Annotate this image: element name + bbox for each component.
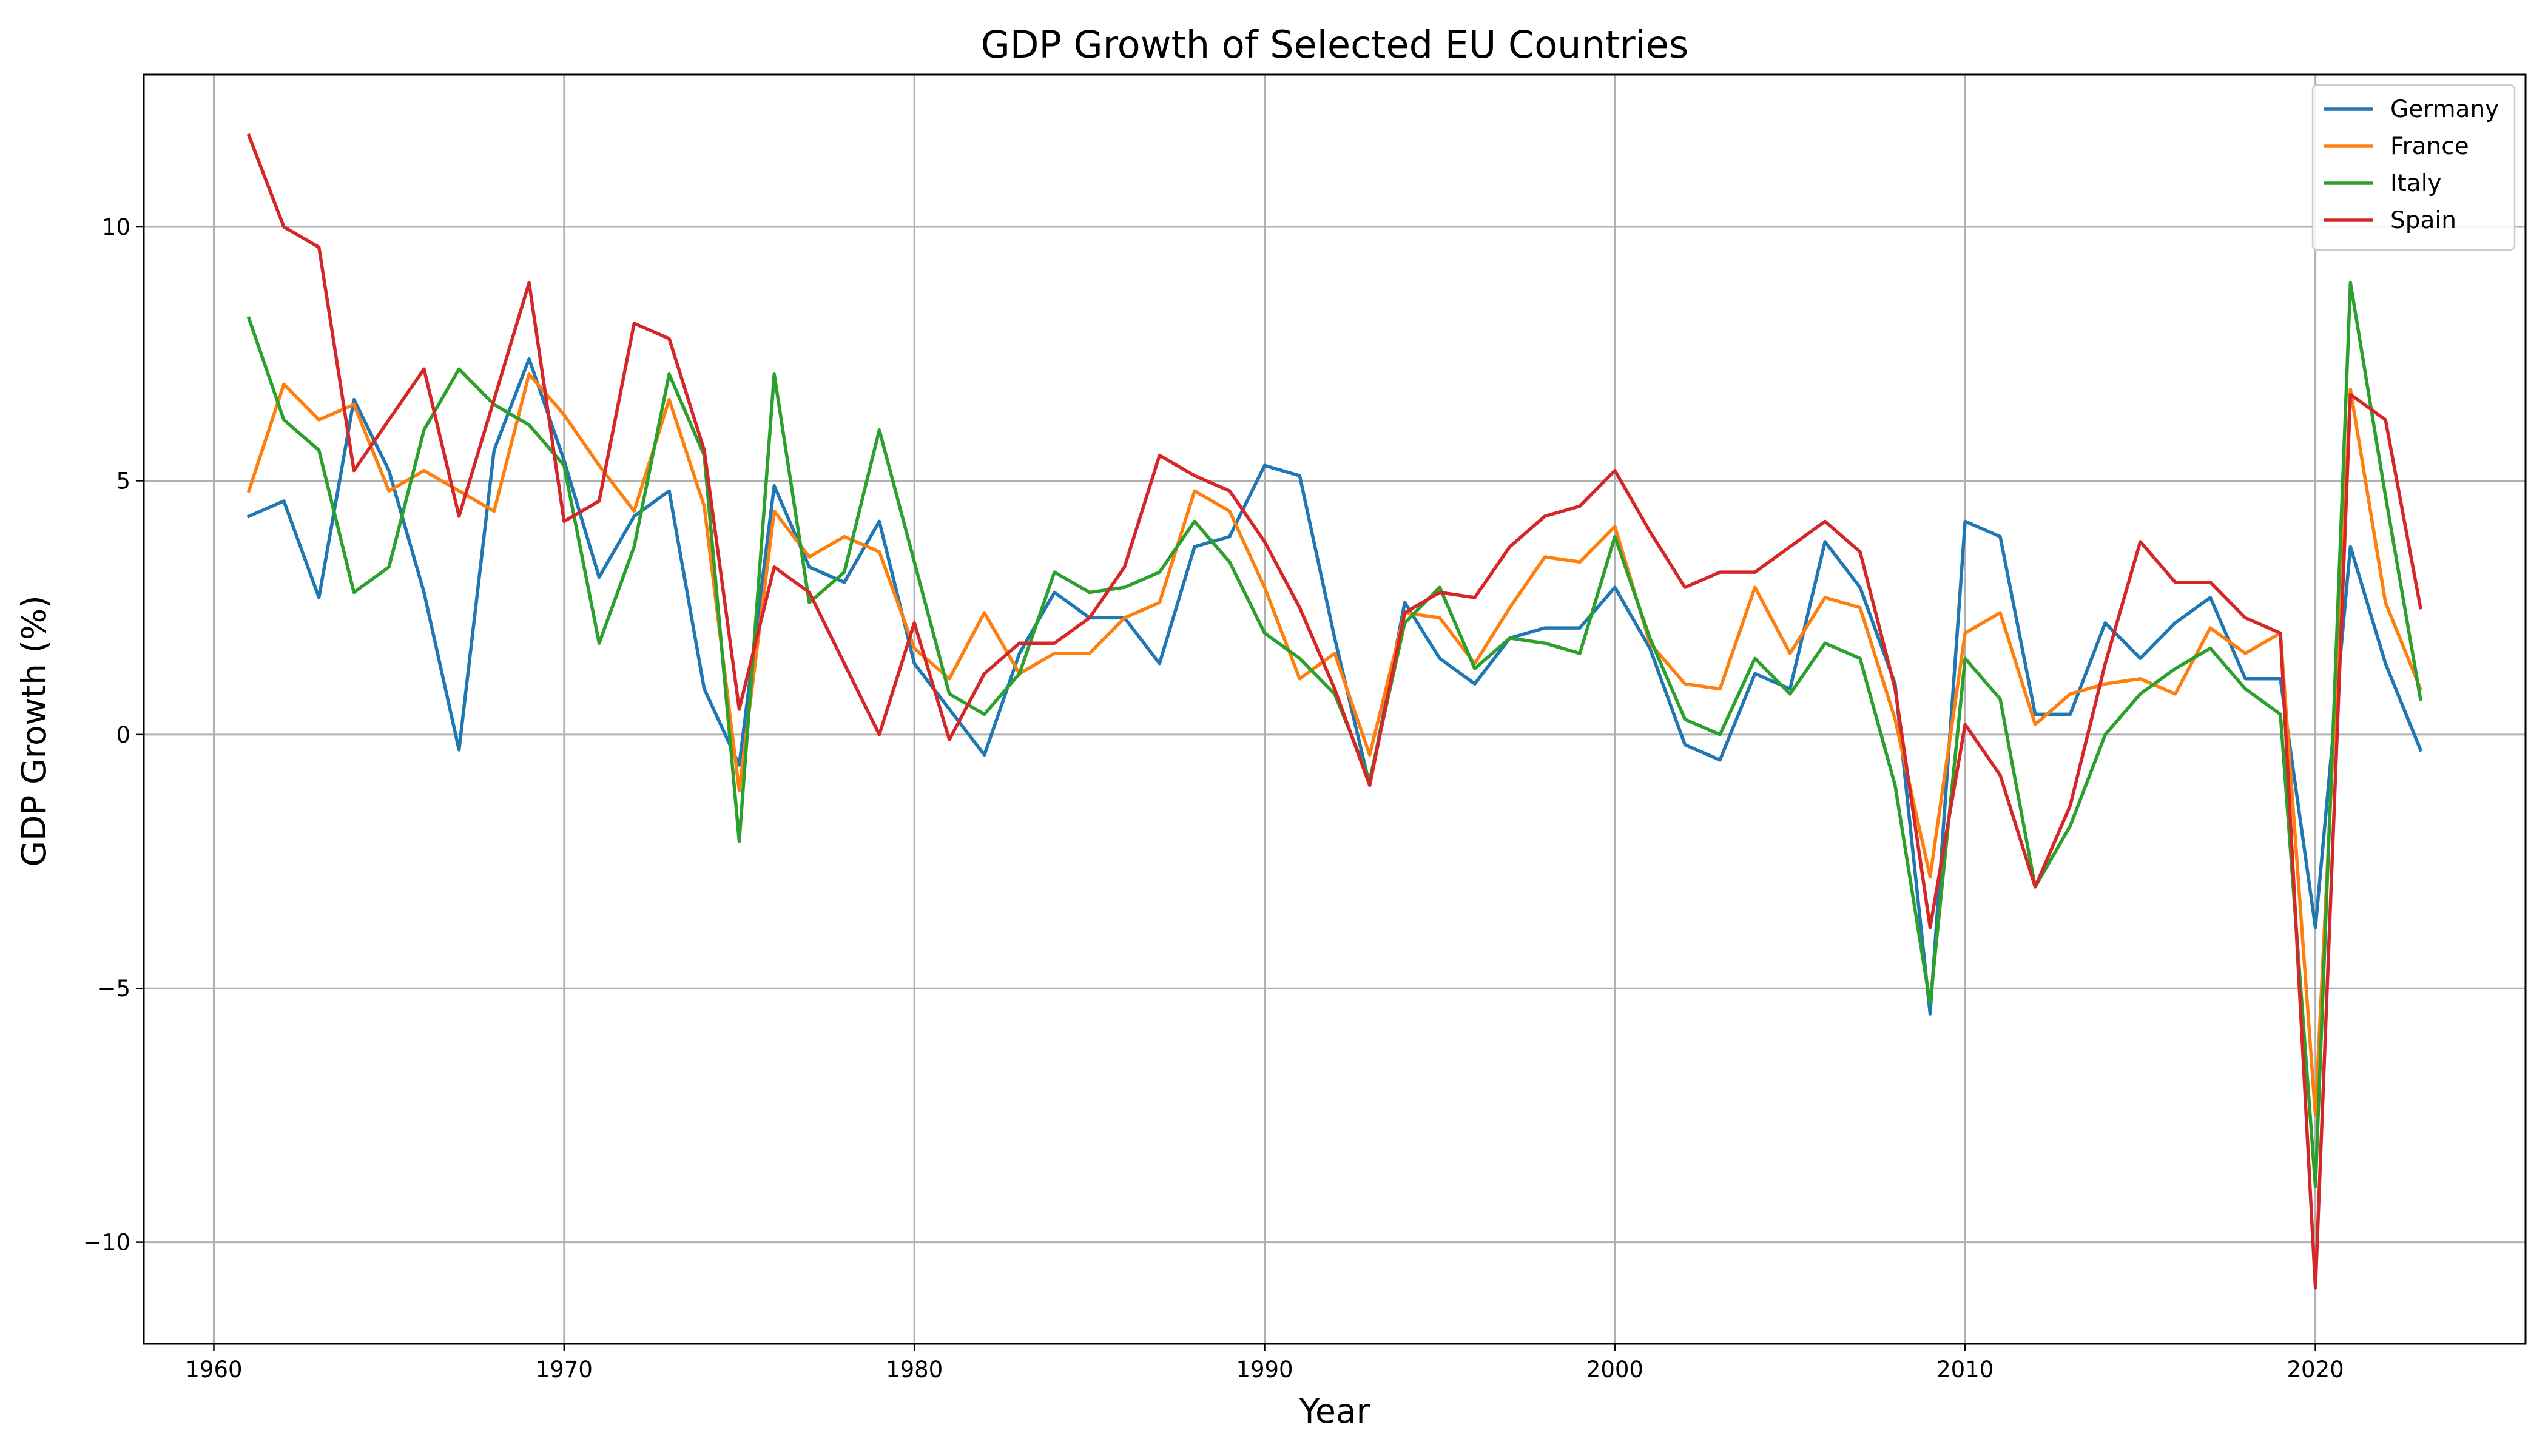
x-tick-label: 2000: [1586, 1357, 1643, 1383]
x-axis-ticks: 1960 1970 1980 1990 2000 2010 2020: [185, 1344, 2344, 1383]
y-axis-label: GDP Growth (%): [15, 595, 53, 866]
x-tick-label: 2010: [1936, 1357, 1994, 1383]
grid-lines: [144, 75, 2526, 1344]
series-lines: [246, 133, 2423, 1290]
series-line-spain: [246, 133, 2423, 1290]
y-axis-ticks: −10 −5 0 5 10: [83, 214, 144, 1256]
x-tick-label: 1990: [1236, 1357, 1293, 1383]
legend-label-france: France: [2390, 133, 2469, 160]
legend-box: [2311, 84, 2516, 251]
y-tick-label: 0: [116, 722, 130, 748]
plot-area-frame: [143, 73, 2527, 1345]
legend-label-italy: Italy: [2390, 170, 2442, 197]
y-tick-label: −5: [97, 976, 130, 1002]
legend: Germany France Italy Spain: [2311, 84, 2516, 251]
series-line-germany: [246, 357, 2423, 1016]
x-tick-label: 2020: [2287, 1357, 2344, 1383]
series-line-france: [246, 372, 2423, 1117]
y-tick-label: −10: [83, 1230, 130, 1256]
series-line-italy: [246, 281, 2422, 1188]
x-tick-label: 1970: [536, 1357, 593, 1383]
x-tick-label: 1960: [185, 1357, 242, 1383]
x-tick-label: 1980: [886, 1357, 943, 1383]
chart-title: GDP Growth of Selected EU Countries: [981, 22, 1689, 67]
legend-label-spain: Spain: [2390, 207, 2456, 234]
y-tick-label: 10: [102, 214, 130, 240]
legend-label-germany: Germany: [2390, 96, 2499, 123]
y-tick-label: 5: [116, 468, 130, 494]
x-axis-label: Year: [1299, 1392, 1370, 1431]
